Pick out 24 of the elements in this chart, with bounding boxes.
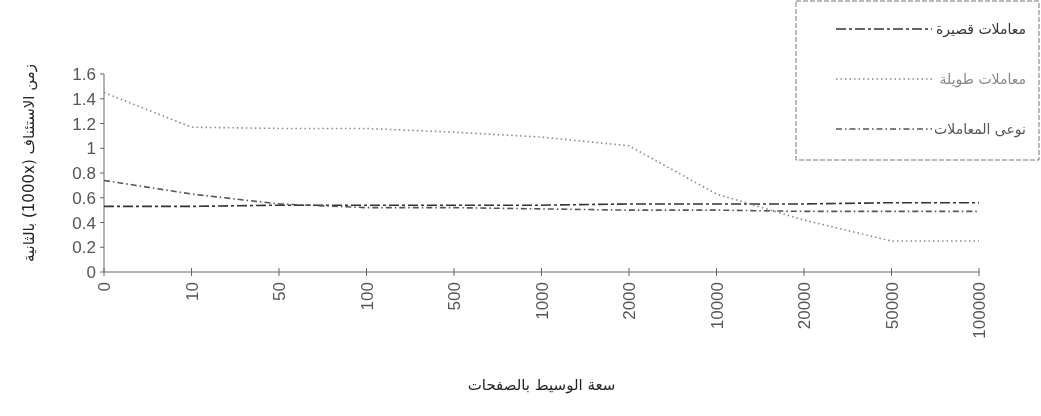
x-tick-label: 100 bbox=[357, 282, 377, 311]
y-tick-label: 1.2 bbox=[72, 114, 96, 134]
y-tick-label: 0.8 bbox=[72, 164, 96, 183]
y-tick-label: 1.6 bbox=[72, 65, 96, 84]
y-tick-label: 1.4 bbox=[72, 89, 96, 109]
y-axis-title: زمن الاستئناف (1000x) بالثانية bbox=[20, 64, 38, 262]
legend: معاملات قصيرة معاملات طويلة نوعى المعاملات bbox=[795, 0, 1040, 161]
y-tick-label: 1 bbox=[86, 139, 96, 159]
line-series bbox=[103, 179, 980, 213]
y-tick-label: 0.4 bbox=[72, 213, 96, 233]
x-tick-label: 1000 bbox=[532, 282, 552, 320]
x-tick-label: 100000 bbox=[970, 282, 989, 339]
x-axis-title: سعة الوسيط بالصفحات bbox=[467, 376, 616, 394]
y-tick-label: 0 bbox=[86, 263, 96, 282]
x-tick-label: 50 bbox=[270, 282, 289, 301]
x-tick-label: 50000 bbox=[882, 282, 902, 330]
x-tick-label: 500 bbox=[445, 282, 464, 311]
x-tick-label: 10000 bbox=[707, 282, 727, 330]
y-tick-label: 0.6 bbox=[72, 188, 96, 208]
x-tick-label: 10 bbox=[182, 282, 202, 301]
y-tick-label: 0.2 bbox=[72, 238, 96, 258]
x-tick-label: 2000 bbox=[620, 282, 639, 320]
x-tick-label: 20000 bbox=[795, 282, 814, 330]
x-tick-label: 0 bbox=[95, 282, 114, 292]
